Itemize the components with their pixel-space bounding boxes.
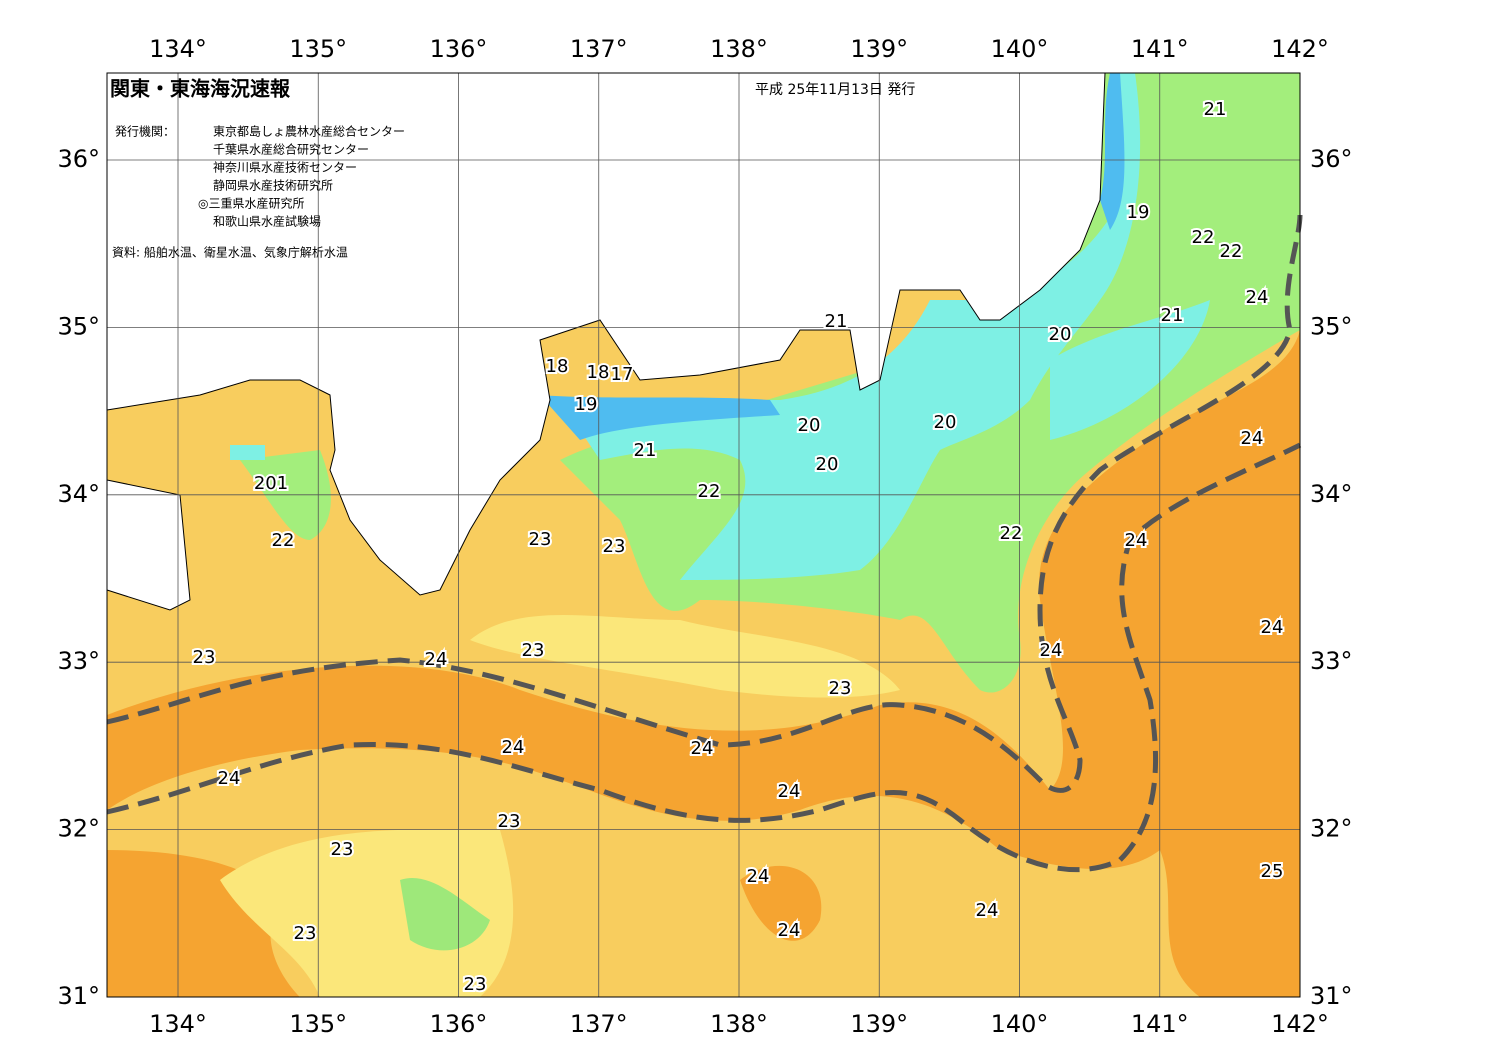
lat-label: 32° [57,815,100,843]
contour-label: 24 [1040,640,1063,661]
lat-label: 34° [1310,480,1353,508]
issuer: 和歌山県水産試験場 [213,214,321,229]
lon-label: 135° [289,35,347,63]
contour-label: 24 [976,900,999,921]
lon-label: 141° [1131,1010,1189,1038]
issuer-label: 発行機関： [115,124,175,139]
lat-label: 33° [1310,647,1353,675]
contour-label: 20 [934,412,957,433]
contour-label: 22 [272,530,295,551]
issuer: 神奈川県水産技術センター [213,160,357,175]
title: 関東・東海海況速報 [110,77,291,101]
contour-label: 24 [778,920,801,941]
lat-label: 34° [57,480,100,508]
lat-label: 33° [57,647,100,675]
lat-label: 35° [57,312,100,340]
contour-label: 18 [546,356,569,377]
contour-label: 20 [816,454,839,475]
contour-label: 24 [778,781,801,802]
contour-label: 22 [1192,227,1215,248]
contour-label: 24 [218,768,241,789]
lon-label: 139° [850,35,908,63]
frame [106,72,1301,998]
issuer: 千葉県水産総合研究センター [213,142,369,157]
contour-label: 23 [522,640,545,661]
contour-label: 23 [498,811,521,832]
lon-label: 135° [289,1010,347,1038]
contour-label: 20 [798,415,821,436]
contour-label: 21 [634,440,657,461]
lon-label: 140° [991,35,1049,63]
lat-label: 35° [1310,312,1353,340]
lon-label: 141° [1131,35,1189,63]
contour-label: 20 [1049,324,1072,345]
contour-label: 22 [698,481,721,502]
lon-label: 136° [430,1010,488,1038]
contour-label: 23 [294,923,317,944]
contour-label: 23 [193,647,216,668]
contour-label: 17 [611,364,634,385]
contour-label: 23 [464,974,487,995]
contour-label: 24 [747,866,770,887]
issuer: 静岡県水産技術研究所 [213,178,333,193]
lon-label: 137° [570,35,628,63]
kuroshio-edge [106,214,1303,793]
contour-label: 23 [331,839,354,860]
contour-label: 22 [1000,523,1023,544]
lat-label: 32° [1310,815,1353,843]
date: 平成 25年11月13日 発行 [755,82,915,98]
contour-label: 19 [575,394,598,415]
lon-label: 139° [850,1010,908,1038]
lon-label: 134° [149,1010,207,1038]
lon-label: 138° [710,1010,768,1038]
contour-label: 23 [829,678,852,699]
contour-label: 24 [1241,428,1264,449]
lat-label: 31° [1310,982,1353,1010]
issuer: 東京都島しょ農林水産総合センター [213,124,405,139]
lon-label: 142° [1271,1010,1329,1038]
contour-label: 24 [1246,287,1269,308]
contour-label: 21 [1161,305,1184,326]
lat-label: 36° [57,145,100,173]
contour-label: 24 [425,649,448,670]
lat-label: 36° [1310,145,1353,173]
contour-label: 21 [825,311,848,332]
contour-label: 21 [1204,99,1227,120]
contour-label: 24 [1125,530,1148,551]
contour-label: 24 [691,738,714,759]
contour-label: 25 [1261,861,1284,882]
lon-label: 140° [991,1010,1049,1038]
contour-label: 23 [603,536,626,557]
lon-label: 137° [570,1010,628,1038]
contour-label: 22 [1220,241,1243,262]
contour-label: 23 [529,529,552,550]
lon-label: 138° [710,35,768,63]
land [106,72,1106,611]
lon-label: 142° [1271,35,1329,63]
contour-label: 24 [502,737,525,758]
lon-label: 136° [430,35,488,63]
contour-label: 201 [254,473,288,494]
issuer: ◎三重県水産研究所 [198,196,304,211]
contour-label: 24 [1261,617,1284,638]
lat-label: 31° [57,982,100,1010]
source: 資料: 船舶水温、衛星水温、気象庁解析水温 [112,245,348,260]
contour-label: 18 [587,362,610,383]
lon-label: 134° [149,35,207,63]
contour-label: 19 [1127,202,1150,223]
